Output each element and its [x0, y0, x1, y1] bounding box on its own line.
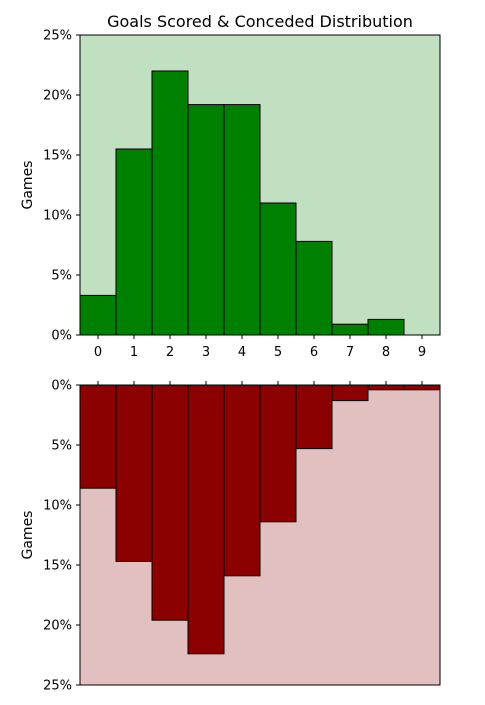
bar-5 — [260, 203, 296, 335]
bar-2 — [152, 71, 188, 335]
x-tick-label: 7 — [346, 345, 354, 360]
y-tick-label: 20% — [43, 89, 72, 104]
y-tick-label: 0% — [51, 329, 72, 344]
bar-6 — [296, 385, 332, 449]
bar-9 — [404, 385, 440, 390]
bar-8 — [368, 319, 404, 335]
chart-title: Goals Scored & Conceded Distribution — [107, 12, 413, 31]
bar-3 — [188, 105, 224, 335]
y-tick-label: 10% — [43, 499, 72, 514]
bar-1 — [116, 149, 152, 335]
bar-6 — [296, 241, 332, 335]
y-tick-label: 5% — [51, 269, 72, 284]
x-tick-label: 3 — [202, 345, 210, 360]
x-tick-label: 9 — [418, 345, 426, 360]
y-tick-label: 25% — [43, 679, 72, 694]
y-tick-label: 0% — [51, 379, 72, 394]
x-tick-label: 6 — [310, 345, 318, 360]
bar-5 — [260, 385, 296, 522]
bar-8 — [368, 385, 404, 390]
y-tick-label: 15% — [43, 149, 72, 164]
y-tick-label: 20% — [43, 619, 72, 634]
x-tick-label: 1 — [130, 345, 138, 360]
bar-2 — [152, 385, 188, 620]
bar-4 — [224, 385, 260, 576]
bar-7 — [332, 385, 368, 401]
bar-4 — [224, 105, 260, 335]
bar-1 — [116, 385, 152, 561]
x-tick-label: 4 — [238, 345, 246, 360]
x-tick-label: 5 — [274, 345, 282, 360]
y-axis-label: Games — [20, 511, 36, 560]
y-axis-label: Games — [20, 161, 36, 210]
bar-7 — [332, 324, 368, 335]
goals-conceded-panel: 0% 5% 10% 15% 20% 25% Games — [20, 379, 440, 694]
x-tick-label: 2 — [166, 345, 174, 360]
x-tick-label: 8 — [382, 345, 390, 360]
y-tick-label: 25% — [43, 29, 72, 44]
goals-scored-panel: 0% 5% 10% 15% 20% 25% 0 1 2 3 4 5 6 7 8 9 Games — [20, 29, 440, 361]
bar-0 — [80, 385, 116, 488]
bar-3 — [188, 385, 224, 654]
y-tick-label: 5% — [51, 439, 72, 454]
x-tick-label: 0 — [94, 345, 102, 360]
y-tick-label: 15% — [43, 559, 72, 574]
y-tick-label: 10% — [43, 209, 72, 224]
bar-0 — [80, 295, 116, 335]
